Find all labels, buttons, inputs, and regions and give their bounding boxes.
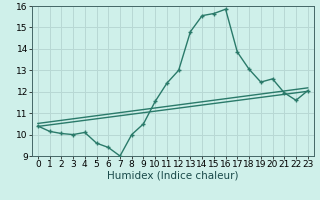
X-axis label: Humidex (Indice chaleur): Humidex (Indice chaleur) <box>107 171 238 181</box>
